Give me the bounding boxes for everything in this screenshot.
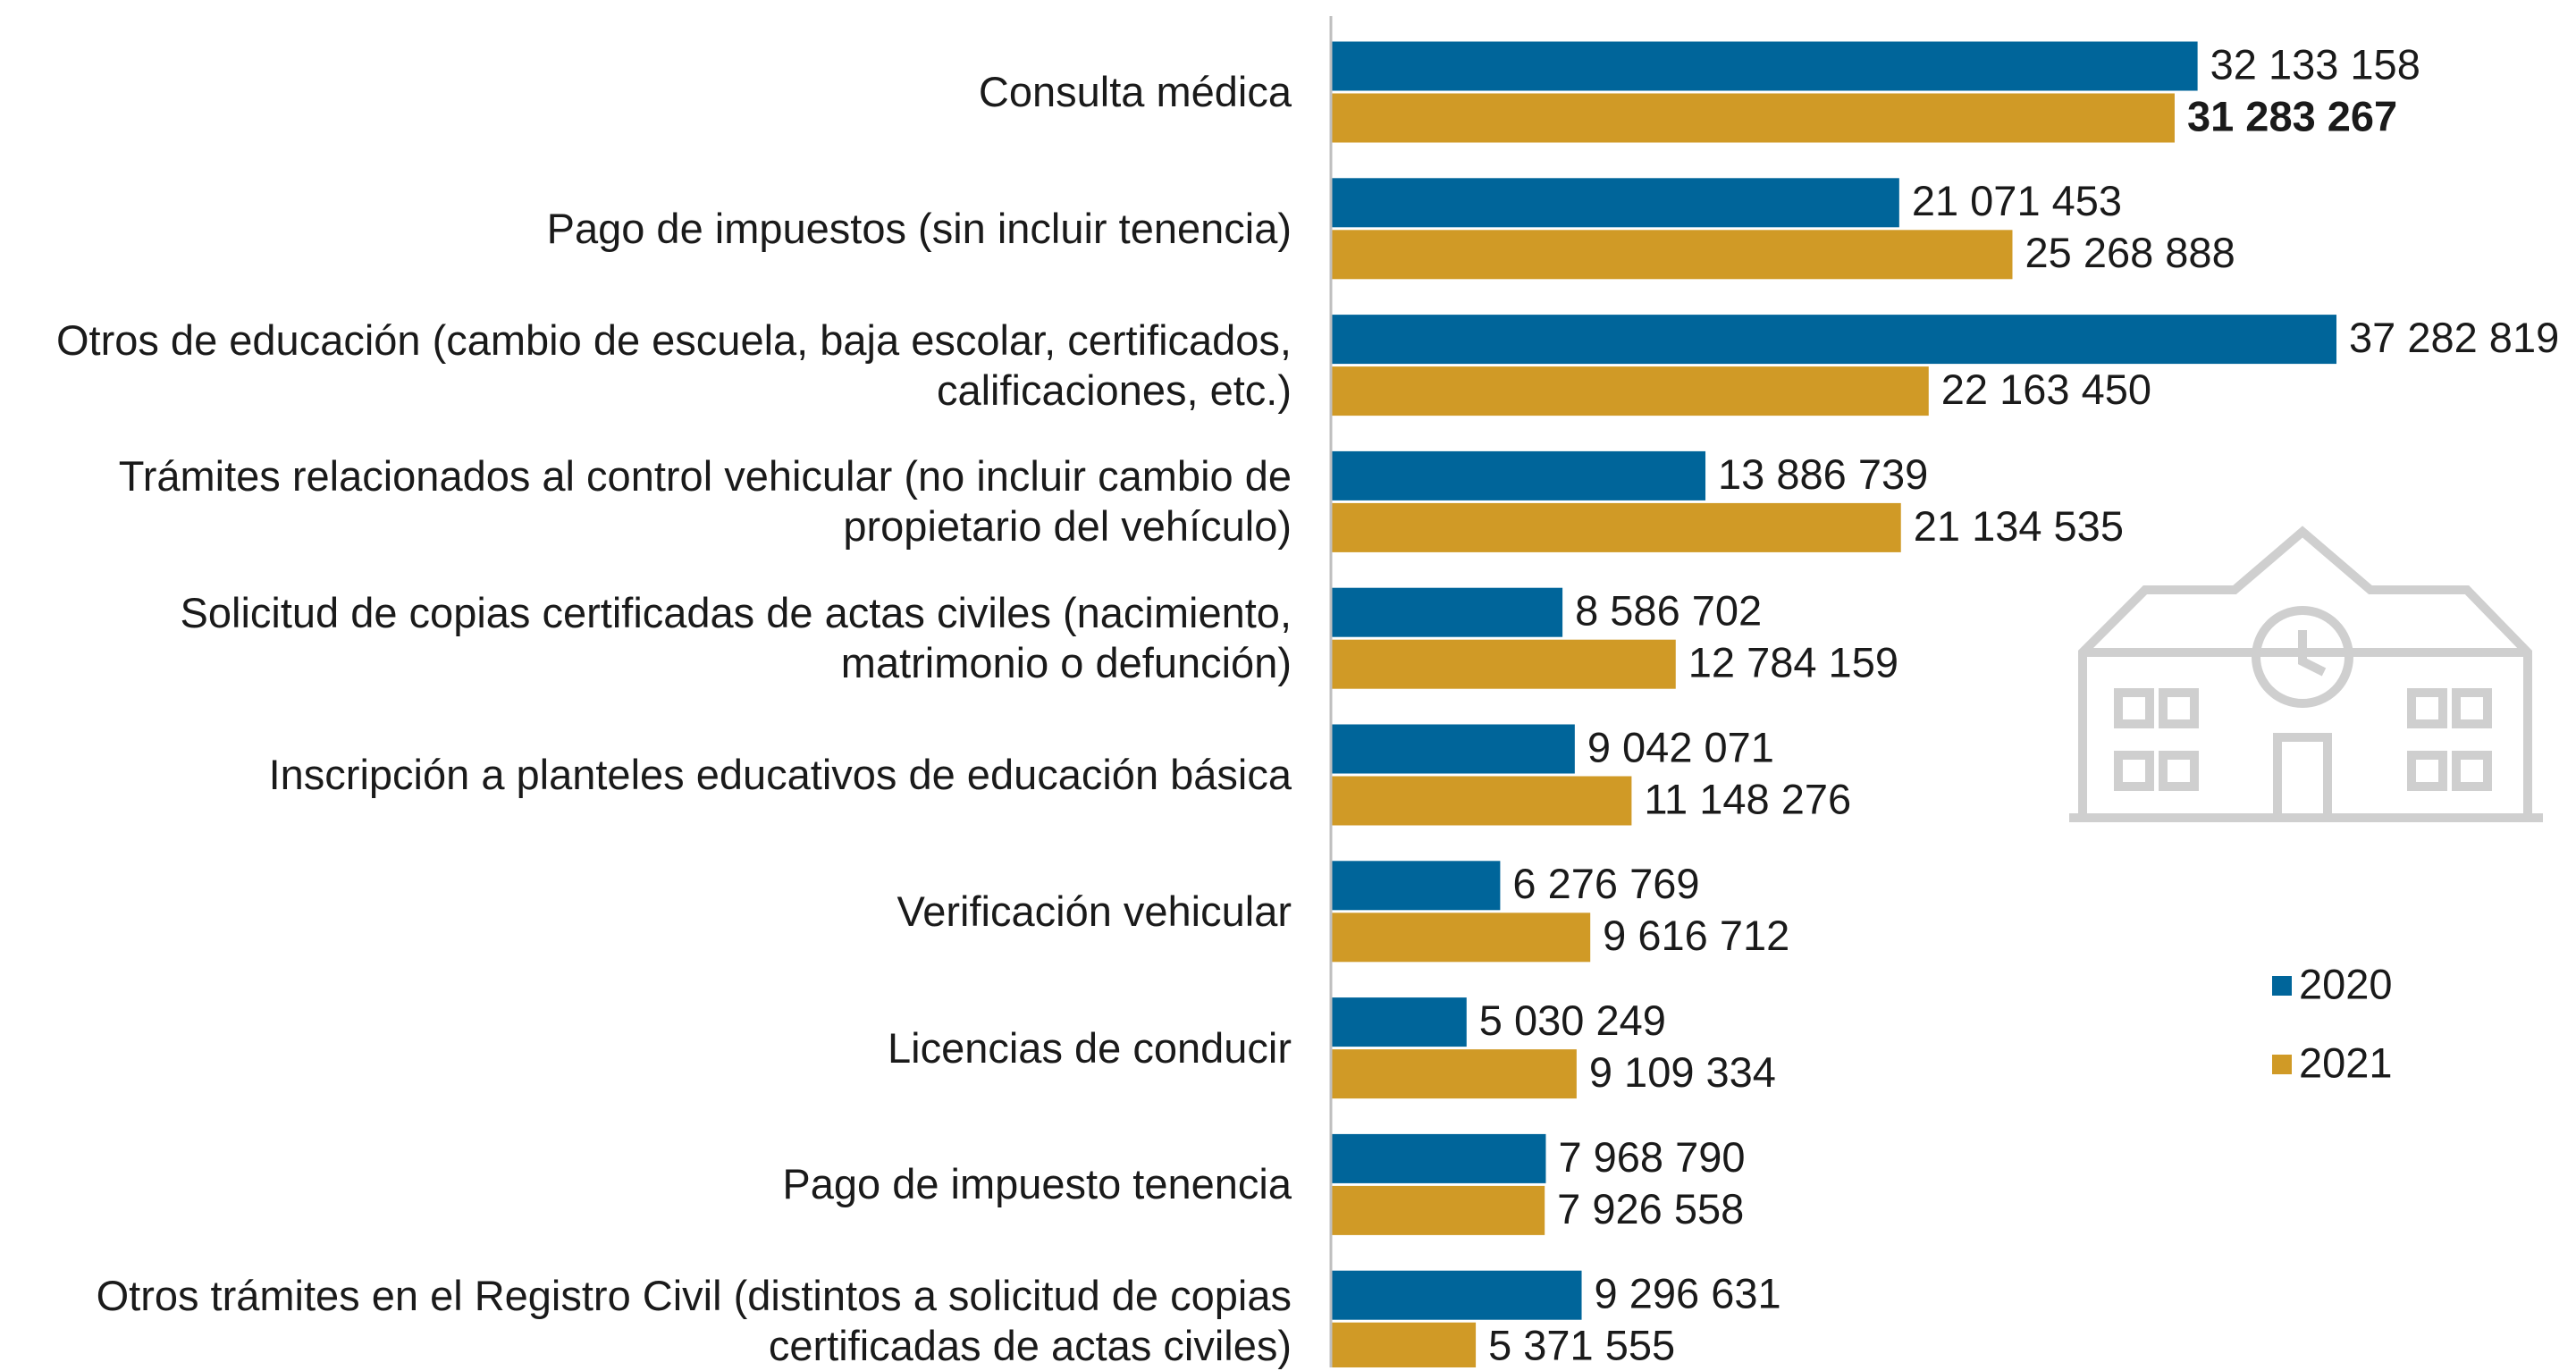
bar [1331, 587, 1563, 637]
value-label: 21 134 535 [1914, 502, 2124, 550]
bar [1331, 861, 1501, 911]
bar [1331, 366, 1929, 416]
value-label: 31 283 267 [2187, 92, 2397, 139]
legend-swatch [2272, 1055, 2292, 1074]
value-label: 13 886 739 [1718, 450, 1928, 498]
category-label: Inscripción a planteles educativos de ed… [268, 751, 1292, 798]
category-label: Otros de educación (cambio de escuela, b… [55, 315, 1292, 414]
bar [1331, 315, 2337, 365]
bar [1331, 997, 1467, 1047]
category-label: Verificación vehicular [897, 887, 1292, 935]
value-label: 7 968 790 [1558, 1133, 1745, 1181]
value-label: 25 268 888 [2025, 229, 2235, 276]
category-label: Otros trámites en el Registro Civil (dis… [96, 1272, 1292, 1370]
bar [1331, 1185, 1545, 1235]
bar [1331, 1270, 1582, 1320]
bar [1331, 502, 1901, 552]
value-label: 37 282 819 [2349, 314, 2559, 361]
bar [1331, 776, 1632, 826]
bar [1331, 230, 2013, 280]
bar [1331, 450, 1706, 500]
bar [1331, 93, 2175, 143]
bar [1331, 639, 1676, 689]
value-label: 5 030 249 [1479, 997, 1666, 1044]
value-label: 6 276 769 [1512, 860, 1699, 907]
bar [1331, 178, 1899, 228]
value-label: 9 042 071 [1587, 723, 1774, 770]
value-label: 5 371 555 [1488, 1322, 1675, 1367]
value-label: 9 109 334 [1589, 1048, 1776, 1096]
bar [1331, 1322, 1477, 1367]
value-label: 9 616 712 [1603, 912, 1789, 959]
value-label: 32 133 158 [2210, 40, 2420, 88]
category-label: Consulta médica [978, 68, 1292, 115]
legend-label: 2021 [2299, 1039, 2393, 1086]
value-label: 22 163 450 [1941, 366, 2151, 413]
legend-swatch [2272, 976, 2292, 996]
building-icon [2069, 526, 2543, 822]
category-label: Pago de impuestos (sin incluir tenencia) [546, 204, 1292, 252]
value-label: 9 296 631 [1595, 1270, 1781, 1317]
bar [1331, 913, 1591, 963]
value-label: 21 071 453 [1912, 177, 2122, 224]
value-label: 7 926 558 [1557, 1185, 1744, 1232]
value-label: 8 586 702 [1575, 587, 1762, 635]
bar [1331, 1049, 1577, 1099]
value-label: 11 148 276 [1644, 775, 1851, 822]
category-label: Licencias de conducir [888, 1023, 1292, 1072]
value-label: 12 784 159 [1688, 639, 1898, 686]
legend-label: 2020 [2299, 960, 2393, 1007]
category-label: Trámites relacionados al control vehicul… [118, 452, 1292, 551]
category-label: Pago de impuesto tenencia [782, 1160, 1292, 1208]
bar [1331, 1133, 1546, 1183]
bar [1331, 41, 2198, 91]
bar [1331, 724, 1575, 774]
category-label: Solicitud de copias certificadas de acta… [180, 589, 1292, 687]
